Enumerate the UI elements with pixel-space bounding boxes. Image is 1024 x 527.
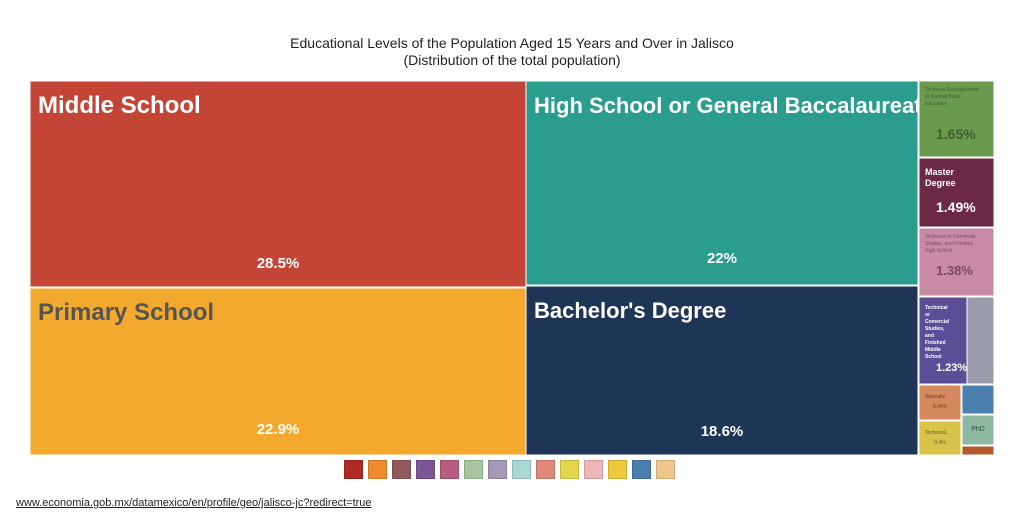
treemap-label: Comercial — [925, 319, 950, 325]
legend-swatch[interactable] — [656, 460, 675, 479]
legend-swatch[interactable] — [464, 460, 483, 479]
legend-swatch[interactable] — [536, 460, 555, 479]
treemap-label: PhD — [971, 426, 985, 433]
treemap-label: Finished — [925, 340, 946, 346]
treemap-value: 22% — [707, 250, 737, 267]
treemap-label: School — [925, 354, 942, 360]
legend-swatch[interactable] — [488, 460, 507, 479]
treemap-rect[interactable] — [918, 420, 962, 456]
source-link[interactable]: www.economia.gob.mx/datamexico/en/profil… — [16, 497, 372, 509]
treemap-cell[interactable]: TechnicalorComercialStudies,andFinishedM… — [918, 296, 968, 385]
treemap-label: Studies, — [925, 326, 945, 332]
treemap-value: 28.5% — [257, 255, 300, 272]
treemap-rect[interactable] — [961, 384, 995, 415]
treemap-label: and — [925, 333, 934, 339]
treemap-value: 1.49% — [936, 199, 976, 215]
legend-swatch[interactable] — [632, 460, 651, 479]
legend-swatch[interactable] — [344, 460, 363, 479]
treemap-rect[interactable] — [918, 296, 968, 385]
treemap-rect[interactable] — [918, 384, 962, 421]
legend-swatch[interactable] — [512, 460, 531, 479]
treemap-cell[interactable]: PhD — [961, 414, 995, 446]
treemap-label: High School — [925, 248, 952, 254]
treemap-value: 1.38% — [936, 263, 973, 278]
treemap-cell[interactable] — [966, 296, 995, 385]
treemap-label: Bachelor's Degree — [534, 298, 726, 323]
treemap-rect[interactable] — [961, 445, 995, 456]
treemap-rect[interactable] — [29, 287, 527, 456]
treemap-rect[interactable] — [961, 414, 995, 446]
legend-swatch[interactable] — [560, 460, 579, 479]
treemap-label: Studies, and Finished — [925, 241, 973, 247]
treemap-value: 1.23% — [936, 362, 967, 374]
chart-subtitle: (Distribution of the total population) — [403, 52, 621, 68]
treemap-rect[interactable] — [918, 157, 995, 228]
treemap-label: Technical — [925, 305, 948, 311]
treemap-rect[interactable] — [29, 80, 527, 288]
legend-swatch[interactable] — [392, 460, 411, 479]
treemap-value: 0.4% — [934, 440, 946, 446]
treemap-label: Technical... — [925, 430, 950, 436]
treemap-cell[interactable]: Bachelor's Degree 18.6% — [525, 285, 919, 456]
treemap-value: 18.6% — [701, 423, 744, 440]
treemap-cell[interactable]: Primary School 22.9% — [29, 287, 527, 456]
treemap-value: 1.65% — [936, 126, 976, 142]
treemap-cell[interactable] — [961, 445, 995, 456]
treemap-label: Technical or Comercial — [925, 234, 976, 240]
treemap-label: or Normal Basic — [925, 94, 961, 100]
treemap-cell[interactable]: Specialty 0.44% — [918, 384, 962, 421]
treemap-label: High School or General Baccalaureate — [534, 93, 934, 118]
treemap-cell[interactable] — [961, 384, 995, 415]
treemap-label: Master — [925, 167, 955, 177]
legend-swatch[interactable] — [416, 460, 435, 479]
treemap-label: Education — [925, 101, 947, 107]
legend-swatch[interactable] — [440, 460, 459, 479]
treemap-cell[interactable]: High School or General Baccalaureate 22% — [525, 80, 934, 286]
legend-swatch[interactable] — [608, 460, 627, 479]
treemap-rect[interactable] — [966, 296, 995, 385]
legend-swatch[interactable] — [368, 460, 387, 479]
treemap-cell[interactable]: Technical... 0.4% — [918, 420, 962, 456]
treemap-value: 22.9% — [257, 421, 300, 438]
treemap-label: Technical Baccalaureate — [925, 87, 979, 93]
treemap-label: or — [925, 312, 930, 318]
treemap-label: Specialty — [925, 394, 946, 400]
chart-title: Educational Levels of the Population Age… — [290, 35, 734, 51]
treemap-rect[interactable] — [525, 285, 919, 456]
treemap-label: Degree — [925, 178, 956, 188]
treemap-rect[interactable] — [918, 227, 995, 297]
treemap-cell[interactable]: Middle School 28.5% — [29, 80, 527, 288]
legend-swatch[interactable] — [584, 460, 603, 479]
treemap-rect[interactable] — [918, 80, 995, 158]
treemap-label: Middle — [925, 347, 941, 353]
treemap-rect[interactable] — [525, 80, 919, 286]
treemap-label: Middle School — [38, 92, 201, 119]
treemap-label: Primary School — [38, 299, 214, 326]
treemap-value: 0.44% — [933, 404, 948, 410]
